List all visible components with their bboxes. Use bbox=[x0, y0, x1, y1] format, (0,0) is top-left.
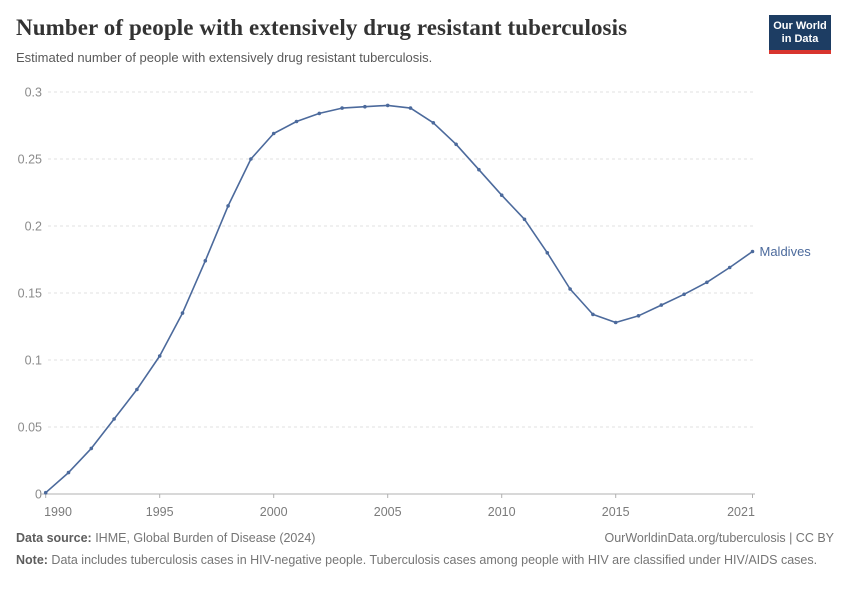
svg-text:0.25: 0.25 bbox=[18, 153, 42, 167]
series-label: Maldives bbox=[760, 244, 812, 259]
svg-text:1990: 1990 bbox=[44, 505, 72, 519]
svg-text:0: 0 bbox=[35, 488, 42, 502]
svg-text:2021: 2021 bbox=[727, 505, 755, 519]
data-source-label: Data source: bbox=[16, 531, 92, 545]
svg-text:0.15: 0.15 bbox=[18, 287, 42, 301]
svg-text:0.05: 0.05 bbox=[18, 421, 42, 435]
svg-text:0.2: 0.2 bbox=[25, 220, 42, 234]
svg-text:0.1: 0.1 bbox=[25, 354, 42, 368]
page-title: Number of people with extensively drug r… bbox=[16, 15, 628, 40]
note-value: Data includes tuberculosis cases in HIV-… bbox=[47, 553, 818, 567]
owid-logo-line1: Our World bbox=[773, 20, 827, 32]
svg-text:2015: 2015 bbox=[602, 505, 630, 519]
owid-logo-line2: in Data bbox=[781, 33, 819, 45]
svg-text:2005: 2005 bbox=[374, 505, 402, 519]
footer-citation-link[interactable]: OurWorldinData.org/tuberculosis | CC BY bbox=[604, 531, 835, 545]
line-chart[interactable]: 0 0.05 0.1 0.15 0.2 0.25 0.3 1990 1995 2000 2005 20… bbox=[0, 75, 850, 535]
owid-logo[interactable]: Our World in Data bbox=[769, 15, 831, 54]
svg-text:2000: 2000 bbox=[260, 505, 288, 519]
chart-subtitle: Estimated number of people with extensiv… bbox=[16, 50, 433, 65]
chart-footer: Data source: IHME, Global Burden of Dise… bbox=[16, 530, 834, 569]
svg-text:1995: 1995 bbox=[146, 505, 174, 519]
data-source-line: Data source: IHME, Global Burden of Dise… bbox=[16, 530, 315, 547]
note-line: Note: Data includes tuberculosis cases i… bbox=[16, 552, 822, 569]
note-label: Note: bbox=[16, 553, 48, 567]
svg-text:2010: 2010 bbox=[488, 505, 516, 519]
data-source-value: IHME, Global Burden of Disease (2024) bbox=[91, 531, 316, 545]
svg-text:0.3: 0.3 bbox=[25, 86, 42, 100]
